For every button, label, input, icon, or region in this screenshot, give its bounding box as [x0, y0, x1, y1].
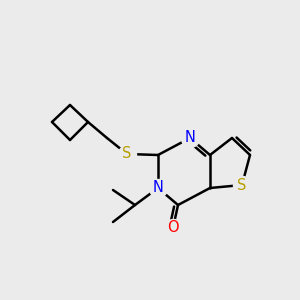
- Text: O: O: [167, 220, 179, 236]
- Text: S: S: [237, 178, 247, 193]
- Text: S: S: [122, 146, 132, 161]
- Text: N: N: [184, 130, 195, 146]
- Text: N: N: [153, 181, 164, 196]
